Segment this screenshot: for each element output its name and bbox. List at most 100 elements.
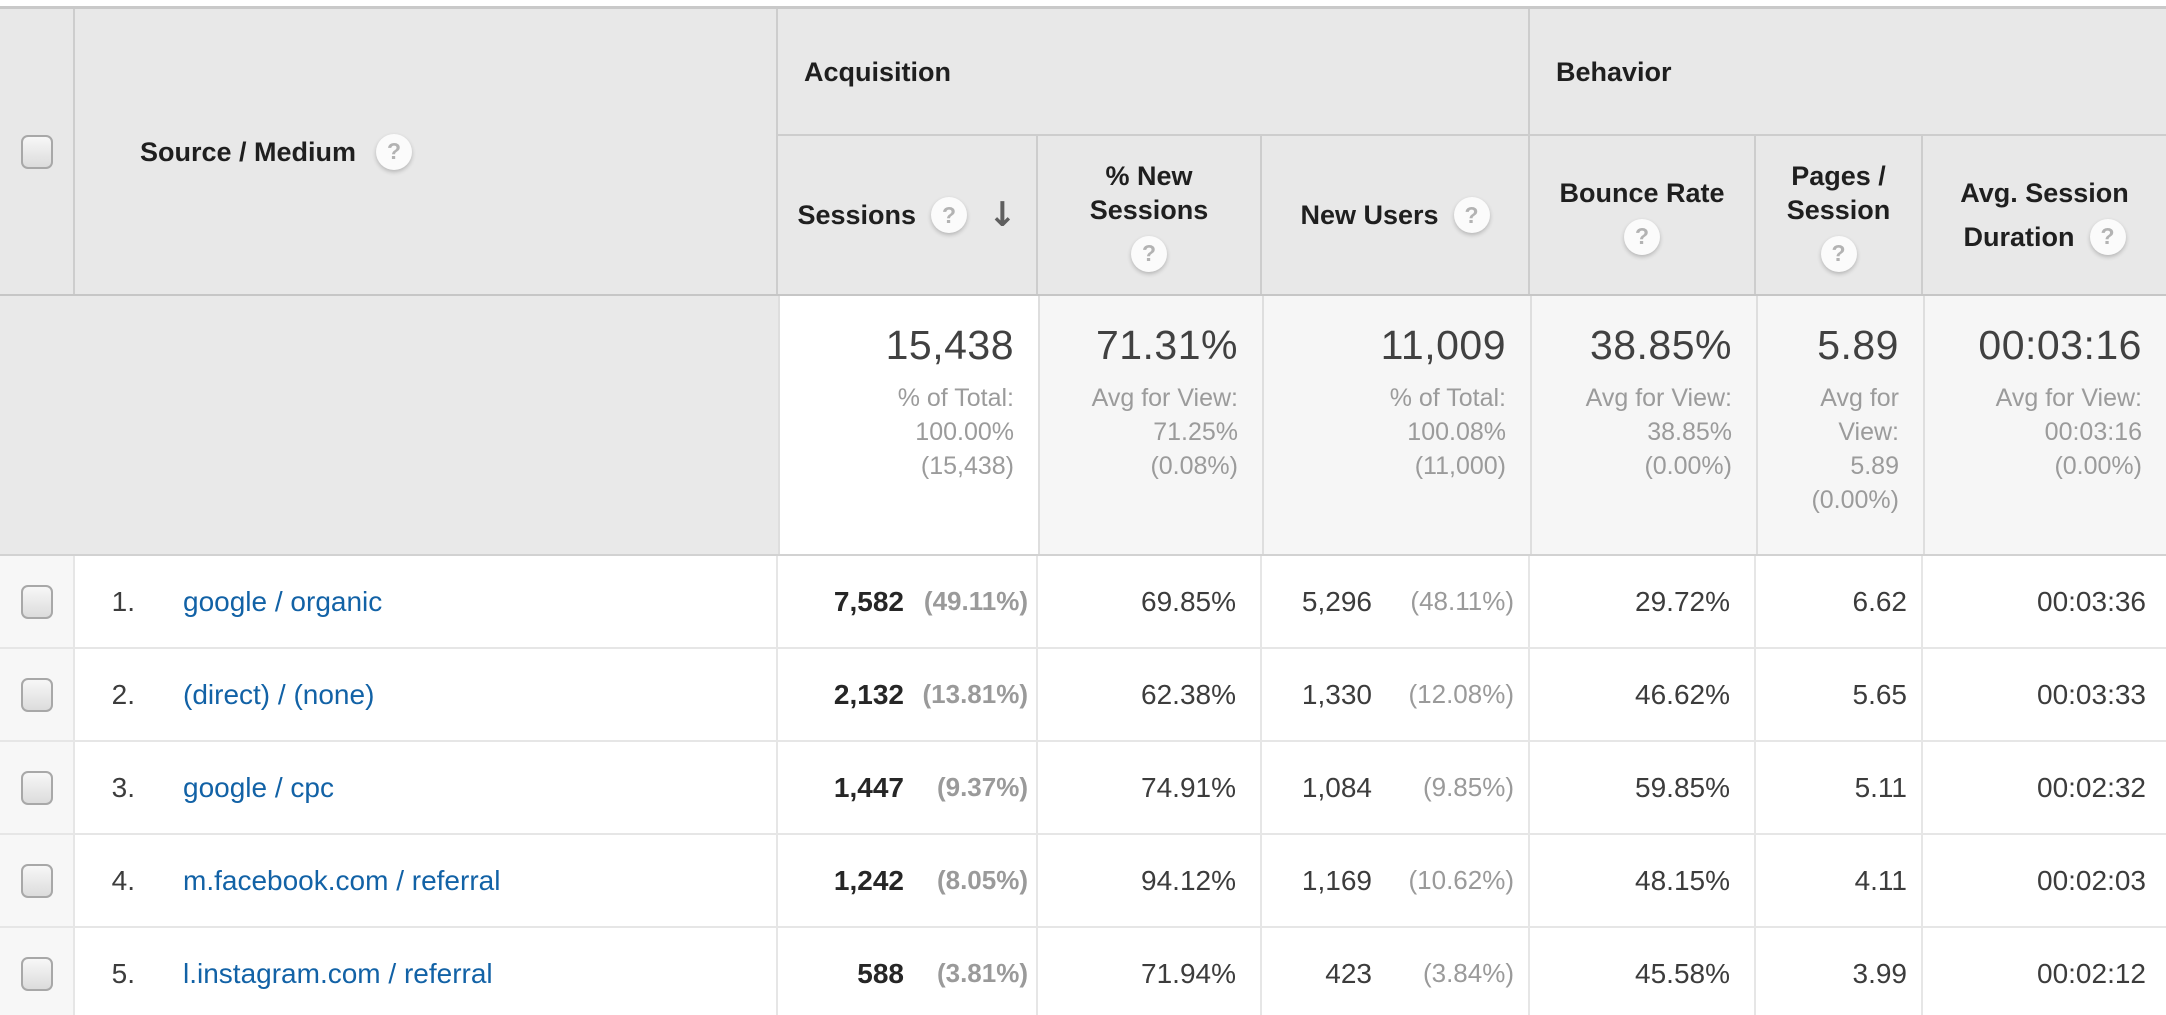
totals-new-sessions-value: 71.31% bbox=[1095, 322, 1238, 368]
bounce-rate-cell: 29.72% bbox=[1530, 556, 1756, 647]
bounce-rate-cell: 46.62% bbox=[1530, 649, 1756, 740]
new-users-cell: 1,330 (12.08%) bbox=[1262, 649, 1530, 740]
sessions-cell: 1,242 (8.05%) bbox=[778, 835, 1038, 926]
row-index: 3. bbox=[111, 771, 135, 803]
source-medium-cell: 1. google / organic bbox=[75, 556, 778, 647]
new-users-cell: 5,296 (48.11%) bbox=[1262, 556, 1530, 647]
totals-bounce-rate: 38.85% Avg for View: 38.85% (0.00%) bbox=[1530, 296, 1756, 554]
new-sessions-cell: 62.38% bbox=[1038, 649, 1262, 740]
sessions-label: Sessions bbox=[797, 200, 917, 230]
sessions-cell: 2,132 (13.81%) bbox=[778, 649, 1038, 740]
totals-sessions-sub: % of Total: 100.00% (15,438) bbox=[897, 384, 1014, 480]
bounce-rate-cell: 59.85% bbox=[1530, 742, 1756, 833]
row-index: 4. bbox=[111, 864, 135, 896]
help-icon[interactable]: ? bbox=[376, 133, 413, 170]
totals-bounce-rate-sub: Avg for View: 38.85% (0.00%) bbox=[1585, 384, 1732, 480]
totals-pages-session-value: 5.89 bbox=[1817, 322, 1899, 368]
help-icon[interactable]: ? bbox=[1820, 235, 1857, 272]
totals-avg-duration-sub: Avg for View: 00:03:16 (0.00%) bbox=[1995, 384, 2142, 480]
avg-duration-cell: 00:02:12 bbox=[2037, 957, 2146, 989]
source-medium-label: Source / Medium bbox=[140, 136, 357, 167]
row-index: 5. bbox=[111, 957, 135, 989]
new-sessions-label-line2: Sessions bbox=[1089, 194, 1209, 225]
totals-avg-duration: 00:03:16 Avg for View: 00:03:16 (0.00%) bbox=[1923, 296, 2166, 554]
top-strip bbox=[0, 0, 2166, 9]
totals-pages-session: 5.89 Avg for View: 5.89 (0.00%) bbox=[1756, 296, 1923, 554]
select-all-cell bbox=[0, 9, 75, 294]
new-users-cell: 423 (3.84%) bbox=[1262, 928, 1530, 1015]
table-row: 4. m.facebook.com / referral 1,242 (8.05%… bbox=[0, 835, 2166, 928]
pages-session-cell: 5.65 bbox=[1756, 649, 1923, 740]
row-checkbox[interactable] bbox=[20, 584, 53, 619]
select-all-checkbox[interactable] bbox=[20, 134, 53, 169]
totals-new-sessions: 71.31% Avg for View: 71.25% (0.08%) bbox=[1038, 296, 1262, 554]
row-checkbox[interactable] bbox=[20, 677, 53, 712]
avg-duration-cell: 00:03:33 bbox=[2037, 678, 2146, 710]
new-users-cell: 1,084 (9.85%) bbox=[1262, 742, 1530, 833]
new-users-label: New Users bbox=[1300, 200, 1439, 230]
table-row: 5. l.instagram.com / referral 588 (3.81%)… bbox=[0, 928, 2166, 1015]
pages-session-label-line2: Session bbox=[1786, 194, 1891, 225]
source-medium-link[interactable]: (direct) / (none) bbox=[183, 678, 375, 710]
column-header-new-sessions[interactable]: % New Sessions ? bbox=[1038, 134, 1262, 294]
source-medium-link[interactable]: google / organic bbox=[183, 585, 383, 617]
help-icon[interactable]: ? bbox=[1453, 197, 1490, 233]
row-checkbox[interactable] bbox=[20, 956, 53, 991]
bounce-rate-cell: 48.15% bbox=[1530, 835, 1756, 926]
column-header-sessions[interactable]: Sessions ? ↓ bbox=[778, 134, 1038, 294]
behavior-label: Behavior bbox=[1556, 56, 1672, 87]
row-checkbox[interactable] bbox=[20, 863, 53, 898]
new-sessions-cell: 69.85% bbox=[1038, 556, 1262, 647]
pages-session-cell: 4.11 bbox=[1756, 835, 1923, 926]
row-checkbox[interactable] bbox=[20, 770, 53, 805]
totals-row: 15,438 % of Total: 100.00% (15,438) 71.3… bbox=[0, 296, 2166, 556]
pages-session-cell: 3.99 bbox=[1756, 928, 1923, 1015]
avg-duration-label-line2: Duration bbox=[1963, 221, 2075, 252]
help-icon[interactable]: ? bbox=[931, 197, 968, 233]
row-checkbox-cell bbox=[0, 742, 75, 833]
pages-session-label-line1: Pages / bbox=[1791, 160, 1886, 191]
column-header-bounce-rate[interactable]: Bounce Rate ? bbox=[1530, 134, 1756, 294]
row-checkbox-cell bbox=[0, 835, 75, 926]
new-sessions-cell: 94.12% bbox=[1038, 835, 1262, 926]
source-medium-link[interactable]: google / cpc bbox=[183, 771, 334, 803]
source-medium-link[interactable]: m.facebook.com / referral bbox=[183, 864, 501, 896]
totals-avg-duration-value: 00:03:16 bbox=[1978, 322, 2142, 368]
source-medium-cell: 4. m.facebook.com / referral bbox=[75, 835, 778, 926]
row-index: 2. bbox=[111, 678, 135, 710]
column-header-new-users[interactable]: New Users ? bbox=[1262, 134, 1530, 294]
new-sessions-cell: 74.91% bbox=[1038, 742, 1262, 833]
totals-new-users: 11,009 % of Total: 100.08% (11,000) bbox=[1262, 296, 1530, 554]
source-medium-cell: 2. (direct) / (none) bbox=[75, 649, 778, 740]
sessions-cell: 1,447 (9.37%) bbox=[778, 742, 1038, 833]
table-row: 1. google / organic 7,582 (49.11%) 69.85%… bbox=[0, 556, 2166, 649]
column-header-source-medium[interactable]: Source / Medium ? bbox=[75, 9, 778, 294]
acquisition-label: Acquisition bbox=[804, 56, 951, 87]
avg-duration-label-line1: Avg. Session bbox=[1960, 177, 2129, 208]
avg-duration-cell: 00:02:32 bbox=[2037, 771, 2146, 803]
group-header-acquisition: Acquisition bbox=[778, 9, 1530, 134]
sessions-cell: 7,582 (49.11%) bbox=[778, 556, 1038, 647]
totals-new-sessions-sub: Avg for View: 71.25% (0.08%) bbox=[1091, 384, 1238, 480]
sessions-cell: 588 (3.81%) bbox=[778, 928, 1038, 1015]
avg-duration-cell: 00:03:36 bbox=[2037, 585, 2146, 617]
row-checkbox-cell bbox=[0, 556, 75, 647]
totals-bounce-rate-value: 38.85% bbox=[1589, 322, 1732, 368]
row-index: 1. bbox=[111, 585, 135, 617]
column-header-pages-session[interactable]: Pages / Session ? bbox=[1756, 134, 1923, 294]
source-medium-cell: 5. l.instagram.com / referral bbox=[75, 928, 778, 1015]
group-header-behavior: Behavior bbox=[1530, 9, 2166, 134]
help-icon[interactable]: ? bbox=[1624, 218, 1660, 255]
totals-new-users-value: 11,009 bbox=[1380, 322, 1506, 368]
row-checkbox-cell bbox=[0, 649, 75, 740]
new-users-cell: 1,169 (10.62%) bbox=[1262, 835, 1530, 926]
pages-session-cell: 5.11 bbox=[1756, 742, 1923, 833]
help-icon[interactable]: ? bbox=[1131, 235, 1167, 272]
table-row: 3. google / cpc 1,447 (9.37%) 74.91% 1,08… bbox=[0, 742, 2166, 835]
sort-descending-icon: ↓ bbox=[988, 195, 1017, 235]
avg-duration-cell: 00:02:03 bbox=[2037, 864, 2146, 896]
totals-pages-session-sub: Avg for View: 5.89 (0.00%) bbox=[1811, 384, 1899, 514]
column-header-avg-session-duration[interactable]: Avg. Session Duration ? bbox=[1923, 134, 2166, 294]
source-medium-link[interactable]: l.instagram.com / referral bbox=[183, 957, 493, 989]
help-icon[interactable]: ? bbox=[2089, 218, 2126, 255]
